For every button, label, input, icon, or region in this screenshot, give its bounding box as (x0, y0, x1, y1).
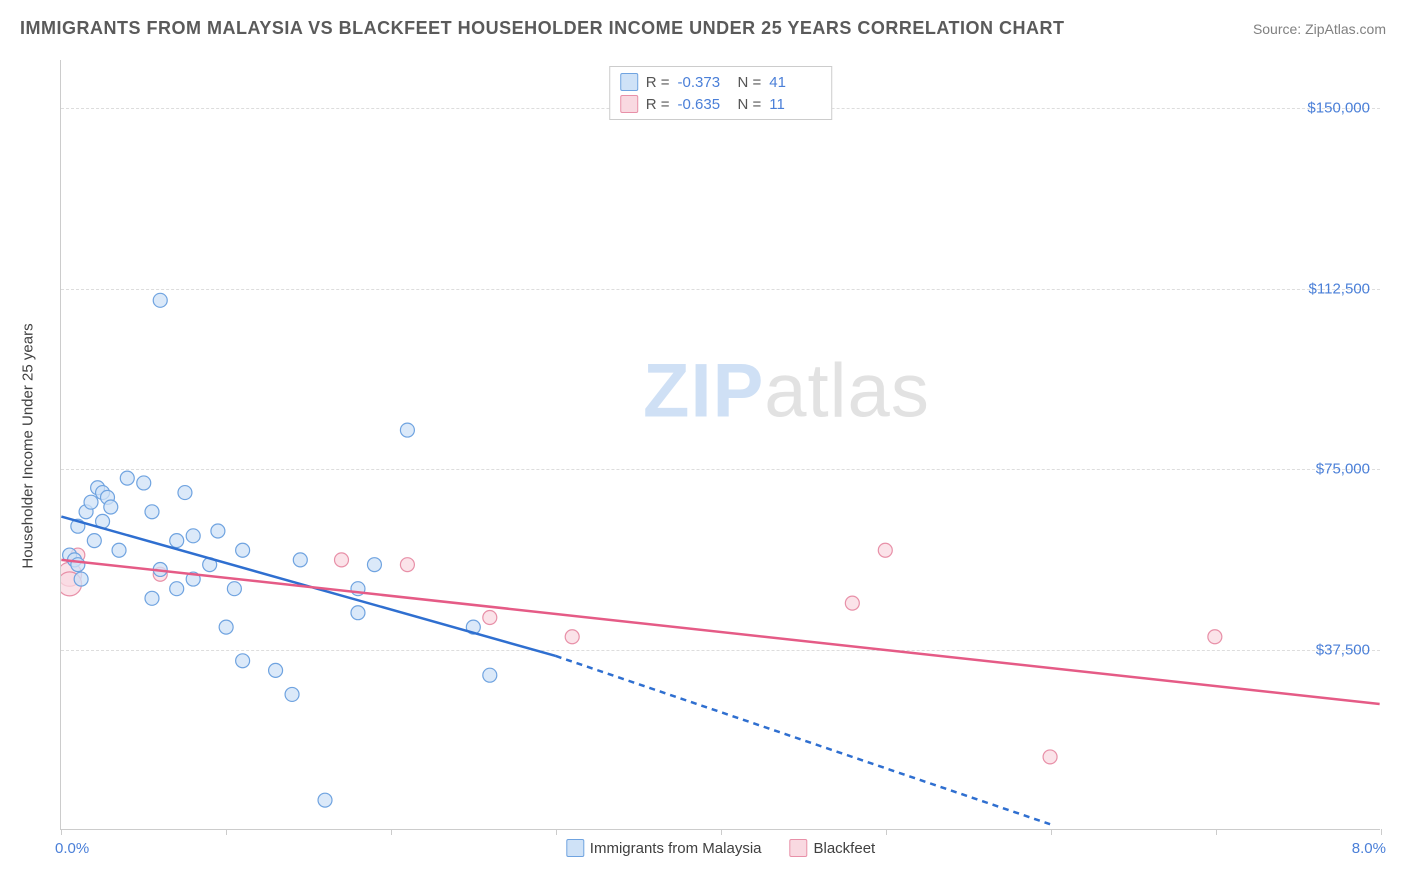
stat-r-label: R = (646, 74, 670, 91)
x-tick (391, 829, 392, 835)
x-tick (721, 829, 722, 835)
stat-n-label: N = (738, 96, 762, 113)
x-axis-max-label: 8.0% (1352, 840, 1386, 857)
x-tick (226, 829, 227, 835)
stat-r-label: R = (646, 96, 670, 113)
stats-legend-row: R = -0.635 N = 11 (620, 93, 822, 115)
stats-legend-row: R = -0.373 N = 41 (620, 71, 822, 93)
x-tick (886, 829, 887, 835)
x-tick (1381, 829, 1382, 835)
x-tick (556, 829, 557, 835)
x-tick (61, 829, 62, 835)
stats-legend: R = -0.373 N = 41 R = -0.635 N = 11 (609, 66, 833, 120)
stat-n-label: N = (738, 74, 762, 91)
stat-n-value-1: 41 (769, 74, 821, 91)
legend-swatch-series2 (620, 95, 638, 113)
legend-label: Blackfeet (814, 840, 876, 857)
x-tick (1051, 829, 1052, 835)
x-axis-min-label: 0.0% (55, 840, 89, 857)
legend-swatch-series1 (566, 839, 584, 857)
plot-area: ZIPatlas R = -0.373 N = 41 R = -0.635 N … (60, 60, 1380, 830)
legend-item: Immigrants from Malaysia (566, 839, 762, 857)
stat-r-value-2: -0.635 (678, 96, 730, 113)
legend-swatch-series2 (790, 839, 808, 857)
legend-item: Blackfeet (790, 839, 876, 857)
series-legend: Immigrants from Malaysia Blackfeet (566, 839, 875, 857)
legend-swatch-series1 (620, 73, 638, 91)
stat-r-value-1: -0.373 (678, 74, 730, 91)
stat-n-value-2: 11 (769, 96, 821, 113)
x-tick (1216, 829, 1217, 835)
chart-title: IMMIGRANTS FROM MALAYSIA VS BLACKFEET HO… (20, 18, 1065, 39)
y-axis-label: Householder Income Under 25 years (20, 323, 37, 568)
legend-label: Immigrants from Malaysia (590, 840, 762, 857)
source-label: Source: ZipAtlas.com (1253, 21, 1386, 37)
chart-canvas (61, 60, 1380, 829)
chart-header: IMMIGRANTS FROM MALAYSIA VS BLACKFEET HO… (20, 18, 1386, 39)
